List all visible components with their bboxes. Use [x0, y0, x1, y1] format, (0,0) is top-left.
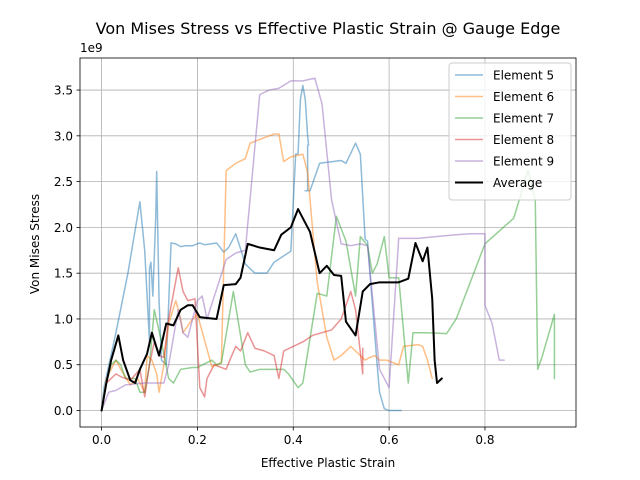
legend-label-element-5: Element 5 — [493, 69, 554, 83]
x-axis: 0.0 0.2 0.4 0.6 0.8 — [92, 427, 494, 447]
legend-label-element-6: Element 6 — [493, 90, 554, 104]
legend-label-element-7: Element 7 — [493, 112, 554, 126]
y-axis-label: Von Mises Stress — [28, 194, 42, 294]
series-line-element-8 — [100, 266, 364, 412]
legend: Element 5 Element 6 Element 7 Element 8 Elem… — [448, 62, 572, 201]
y-tick-label: 3.0 — [54, 129, 73, 143]
y-tick-label: 2.0 — [54, 221, 73, 235]
series-line-element-9 — [100, 77, 505, 412]
x-tick-label: 0.0 — [92, 433, 111, 447]
x-tick-label: 0.8 — [475, 433, 494, 447]
legend-label-average: Average — [493, 176, 542, 190]
legend-label-element-8: Element 8 — [493, 133, 554, 147]
y-tick-label: 3.5 — [54, 84, 73, 98]
y-tick-label: 2.5 — [54, 175, 73, 189]
chart-title: Von Mises Stress vs Effective Plastic St… — [96, 19, 561, 38]
series-group — [100, 77, 556, 412]
x-tick-label: 0.2 — [188, 433, 207, 447]
y-tick-label: 1.5 — [54, 267, 73, 281]
x-tick-label: 0.4 — [284, 433, 303, 447]
series-line-element-5 — [100, 84, 402, 412]
series-line-average — [100, 208, 443, 412]
y-offset-label: 1e9 — [80, 41, 103, 55]
legend-label-element-9: Element 9 — [493, 155, 554, 169]
x-axis-label: Effective Plastic Strain — [261, 456, 395, 470]
x-tick-label: 0.6 — [380, 433, 399, 447]
plot-frame — [79, 57, 577, 428]
y-tick-label: 0.0 — [54, 404, 73, 418]
y-axis: 0.0 0.5 1.0 1.5 2.0 2.5 3.0 3.5 — [54, 84, 80, 418]
y-tick-label: 1.0 — [54, 312, 73, 326]
y-tick-label: 0.5 — [54, 358, 73, 372]
